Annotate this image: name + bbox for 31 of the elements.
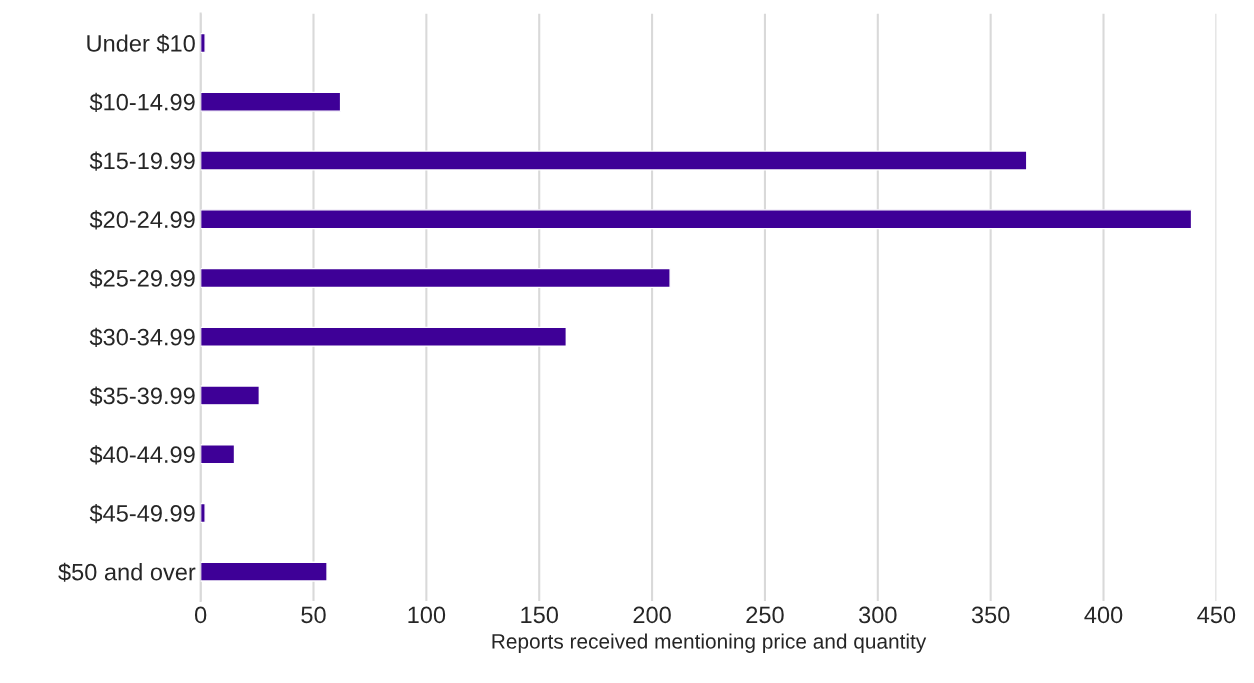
bar <box>200 209 1193 230</box>
x-tick-label: 200 <box>633 606 671 624</box>
y-tick-label: Under $10 <box>87 34 195 54</box>
bar <box>200 444 236 465</box>
bar <box>200 91 342 112</box>
bar <box>200 267 671 289</box>
x-tick-label: 450 <box>1197 606 1236 624</box>
y-tick-label: $20-24.99 <box>89 210 195 230</box>
y-tick-label: $35-39.99 <box>89 386 195 406</box>
x-tick-label: 0 <box>195 606 207 624</box>
y-tick-label: $40-44.99 <box>89 445 195 465</box>
y-tick-label: $25-29.99 <box>89 269 195 289</box>
bar <box>200 150 1028 171</box>
bar <box>200 385 261 406</box>
bar <box>200 326 568 347</box>
x-tick-label: 250 <box>746 606 784 624</box>
bar <box>200 502 206 524</box>
x-tick-label: 400 <box>1084 606 1123 624</box>
y-tick-label: $50 and over <box>58 562 196 582</box>
x-tick-label: 350 <box>971 606 1010 624</box>
y-tick-label: $45-49.99 <box>89 504 195 524</box>
y-tick-label: $30-34.99 <box>89 327 195 347</box>
bar <box>200 32 206 54</box>
y-tick-label: $15-19.99 <box>89 151 195 171</box>
y-tick-label: $10-14.99 <box>89 92 195 112</box>
x-tick-label: 100 <box>408 606 446 624</box>
x-tick-label: 50 <box>301 606 326 624</box>
x-tick-label: 150 <box>521 606 558 624</box>
bar <box>200 561 328 582</box>
x-tick-label: 300 <box>859 606 897 624</box>
x-axis-title: Reports received mentioning price and quantity <box>492 633 927 653</box>
